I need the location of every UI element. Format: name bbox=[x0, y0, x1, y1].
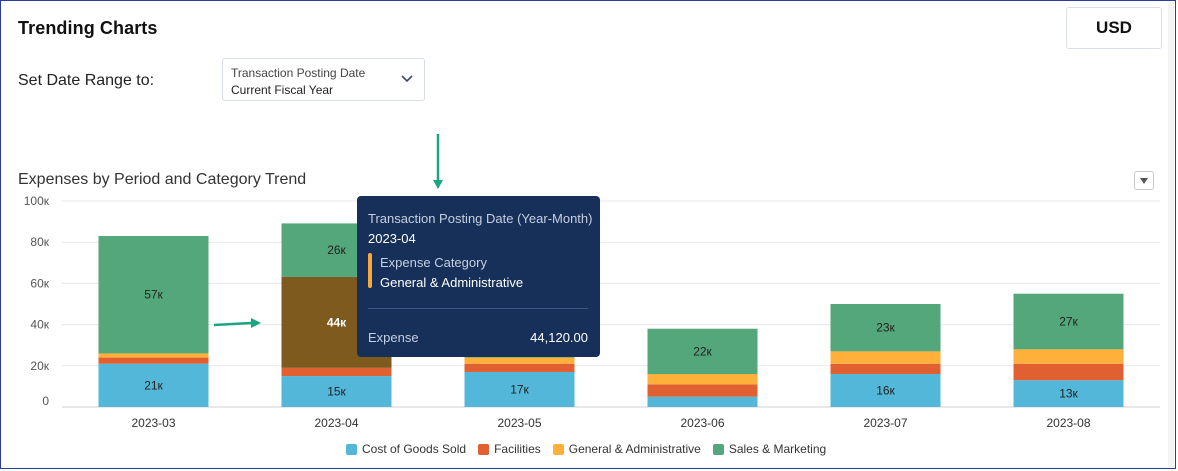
bar-segment[interactable] bbox=[464, 357, 575, 364]
bar-segment[interactable] bbox=[98, 357, 209, 364]
bar-data-label: 13к bbox=[1059, 387, 1078, 401]
y-tick-label: 20к bbox=[30, 359, 49, 373]
tooltip-divider bbox=[368, 308, 588, 309]
tooltip-category: General & Administrative bbox=[380, 275, 524, 290]
bar-data-label: 21к bbox=[144, 378, 163, 392]
bar-data-label: 26к bbox=[327, 243, 346, 257]
chevron-down-icon bbox=[401, 75, 413, 83]
legend-swatch bbox=[712, 443, 724, 455]
y-tick-label: 0 bbox=[42, 394, 49, 408]
date-field-label: Transaction Posting Date bbox=[231, 66, 366, 80]
legend-swatch bbox=[478, 443, 490, 455]
bar-segment[interactable] bbox=[464, 371, 575, 407]
x-tick-label: 2023-03 bbox=[131, 416, 175, 430]
bar-segment[interactable] bbox=[1013, 349, 1124, 364]
bar-segment[interactable] bbox=[647, 396, 758, 407]
bar-segment[interactable] bbox=[98, 363, 209, 407]
annotation-arrow-right-head bbox=[251, 318, 261, 328]
legend-item[interactable]: Facilities bbox=[478, 442, 541, 456]
scrollbar[interactable] bbox=[1168, 2, 1174, 468]
x-tick-label: 2023-06 bbox=[680, 416, 724, 430]
bar-segment[interactable] bbox=[830, 374, 941, 407]
bar-segment[interactable] bbox=[647, 328, 758, 375]
legend-label: Facilities bbox=[494, 442, 541, 456]
bar-segment[interactable] bbox=[1013, 363, 1124, 381]
caret-down-icon bbox=[1140, 177, 1148, 184]
y-tick-label: 80к bbox=[30, 235, 49, 249]
legend-item[interactable]: General & Administrative bbox=[552, 442, 701, 456]
y-tick-label: 40к bbox=[30, 318, 49, 332]
bar-data-label: 27к bbox=[1059, 315, 1078, 329]
x-tick-label: 2023-04 bbox=[314, 416, 358, 430]
x-tick-label: 2023-08 bbox=[1046, 416, 1090, 430]
y-tick-label: 100к bbox=[24, 194, 50, 208]
legend-label: Sales & Marketing bbox=[728, 442, 827, 456]
bar-segment[interactable] bbox=[464, 363, 575, 372]
currency-button[interactable]: USD bbox=[1066, 7, 1162, 49]
x-tick-label: 2023-05 bbox=[497, 416, 541, 430]
bar-segment[interactable] bbox=[98, 353, 209, 358]
bar-data-label: 22к bbox=[693, 344, 712, 358]
bar-segment[interactable] bbox=[281, 367, 392, 377]
bar-data-label: 57к bbox=[144, 288, 163, 302]
bar-segment[interactable] bbox=[830, 304, 941, 352]
tooltip-color-marker bbox=[368, 253, 372, 288]
bar-data-label: 23к bbox=[876, 321, 895, 335]
legend-label: General & Administrative bbox=[568, 442, 701, 456]
bar-segment[interactable] bbox=[98, 236, 209, 354]
tooltip-value: 44,120.00 bbox=[530, 330, 588, 345]
chart-tooltip: Transaction Posting Date (Year-Month) 20… bbox=[357, 196, 600, 357]
legend-item[interactable]: Cost of Goods Sold bbox=[346, 442, 466, 456]
date-range-select[interactable]: Transaction Posting Date Current Fiscal … bbox=[222, 58, 425, 101]
y-tick-label: 60к bbox=[30, 276, 49, 290]
tooltip-metric: Expense bbox=[368, 330, 419, 345]
page-title: Trending Charts bbox=[18, 18, 158, 38]
bar-data-label: 15к bbox=[327, 385, 346, 399]
bar-segment[interactable] bbox=[830, 363, 941, 375]
bar-segment[interactable] bbox=[1013, 380, 1124, 407]
annotation-arrow-down-head bbox=[433, 180, 443, 189]
x-tick-label: 2023-07 bbox=[863, 416, 907, 430]
legend-item[interactable]: Sales & Marketing bbox=[712, 442, 827, 456]
bar-segment[interactable] bbox=[647, 384, 758, 397]
legend-swatch bbox=[552, 443, 564, 455]
chart-title: Expenses by Period and Category Trend bbox=[18, 171, 307, 188]
bar-segment[interactable] bbox=[830, 351, 941, 364]
chart-menu-button[interactable] bbox=[1134, 171, 1154, 190]
legend-swatch bbox=[346, 443, 357, 455]
bar-data-label: 17к bbox=[510, 382, 529, 396]
tooltip-category-label: Expense Category bbox=[380, 255, 487, 270]
chart-legend: Cost of Goods Sold Facilities General & Ad… bbox=[346, 442, 826, 456]
date-range-label: Set Date Range to: bbox=[18, 72, 155, 89]
legend-label: Cost of Goods Sold bbox=[362, 442, 467, 456]
tooltip-date: 2023-04 bbox=[368, 231, 416, 246]
tooltip-title: Transaction Posting Date (Year-Month) bbox=[368, 211, 593, 226]
bar-segment[interactable] bbox=[647, 374, 758, 385]
bar-segment[interactable] bbox=[281, 376, 392, 407]
annotation-arrow-right bbox=[213, 321, 252, 327]
bar-segment[interactable] bbox=[1013, 293, 1124, 350]
bar-data-label: 44к bbox=[327, 315, 347, 329]
date-range-value: Current Fiscal Year bbox=[231, 83, 334, 97]
bar-data-label: 16к bbox=[876, 384, 895, 398]
